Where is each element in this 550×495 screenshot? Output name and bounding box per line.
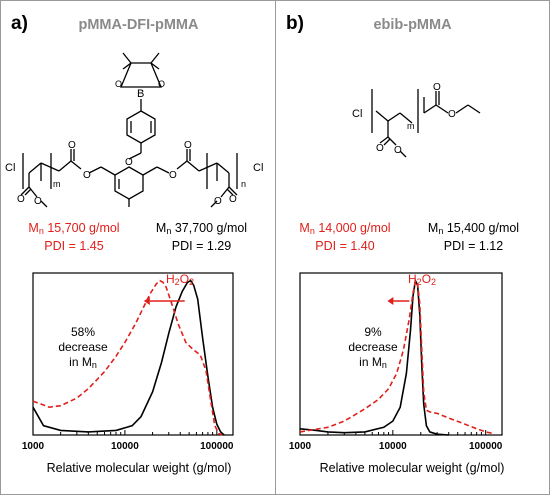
annotation-line: in M [359,355,382,369]
mn-subscript: n [438,226,444,236]
plot-frame [299,272,503,436]
mn-after: Mn 14,000 g/mol PDI = 1.40 [290,221,400,254]
mn-label: M [299,221,310,235]
oxygen-label: O [376,143,384,154]
chlorine-label: Cl [253,162,263,174]
oxygen-label: O [448,109,456,120]
reagent-o: O [421,272,432,286]
oxygen-label: O [34,196,42,207]
mn-after: Mn 15,700 g/mol PDI = 1.45 [19,221,129,254]
pdi-value: PDI = 1.12 [443,239,504,253]
subscript-m: m [53,179,61,189]
panel-title: pMMA-DFI-pMMA [78,17,199,33]
x-tick-label: 100000 [469,441,503,452]
oxygen-label: O [229,194,237,205]
mn-value: 15,700 g/mol [43,221,120,235]
shift-arrow-head [387,297,394,305]
mn-label: M [155,221,167,235]
pdi-value: PDI = 1.45 [44,239,104,253]
annotation-line: decrease [348,340,398,354]
subscript-m: m [407,121,415,131]
x-axis-label: Relative molecular weight (g/mol) [46,461,232,475]
shift-arrow-head [143,297,150,305]
series-line-after [32,279,223,436]
annotation-line: 58% [70,325,96,339]
oxygen-label: O [17,194,25,205]
x-tick-label: 10000 [379,441,407,452]
decrease-annotation: 9% decrease in Mn [338,325,408,373]
mn-subscript: n [38,226,44,236]
reagent-sub: 2 [189,277,195,287]
reagent-sub: 2 [174,277,180,287]
annotation-subscript: n [91,360,97,370]
annotation-line: in M [69,355,92,369]
reagent-sub: 2 [431,277,437,287]
oxygen-label: O [433,82,441,93]
oxygen-label: O [115,79,122,89]
boron-label: B [137,88,144,100]
mn-label: M [427,221,439,235]
chemical-structure: Cl m O O O O [352,82,481,158]
annotation-subscript: n [381,360,387,370]
mn-subscript: n [309,226,315,236]
x-tick-label: 1000 [289,441,312,452]
reagent-h: H [166,272,175,286]
reagent-sub: 2 [416,277,422,287]
series-line-after [299,278,494,435]
chlorine-label: Cl [5,162,15,174]
x-tick-label: 10000 [111,441,139,452]
mn-subscript: n [166,226,172,236]
oxygen-label: O [68,140,76,151]
plot-frame [32,272,234,436]
oxygen-label: O [83,170,91,181]
oxygen-label: O [394,145,402,156]
reagent-label: H2O2 [408,272,436,287]
mn-value: 14,000 g/mol [314,221,391,235]
subscript-n: n [241,179,246,189]
mn-before: Mn 37,700 g/mol PDI = 1.29 [139,221,264,254]
gpc-chart: 1000 10000 100000 [22,272,234,452]
panel-b: b) ebib-pMMA Cl m O O O O [275,0,550,495]
x-tick-label: 100000 [200,441,234,452]
decrease-annotation: 58% decrease in Mn [48,325,118,373]
oxygen-label: O [125,157,133,168]
x-axis-label: Relative molecular weight (g/mol) [319,461,505,475]
mn-before: Mn 15,400 g/mol PDI = 1.12 [411,221,536,254]
series-line-before [32,279,225,436]
chemical-structure: B O O O O O O O O O O O Cl Cl m n [5,52,263,208]
oxygen-label: O [169,170,177,181]
panel-a: a) pMMA-DFI-pMMA [0,0,276,495]
annotation-line: 9% [364,325,382,339]
panel-title: ebib-pMMA [373,17,452,33]
mn-value: 37,700 g/mol [171,221,248,235]
panel-letter: b) [286,13,304,34]
pdi-value: PDI = 1.40 [315,239,375,253]
mn-value: 15,400 g/mol [443,221,520,235]
oxygen-label: O [158,79,165,89]
oxygen-label: O [214,196,222,207]
reagent-h: H [408,272,417,286]
series-line-before [299,278,449,436]
x-tick-label: 1000 [22,441,45,452]
panel-letter: a) [11,13,28,34]
reagent-o: O [179,272,190,286]
pdi-value: PDI = 1.29 [171,239,232,253]
gpc-chart: 1000 10000 100000 [289,272,503,452]
oxygen-label: O [184,140,192,151]
annotation-line: decrease [58,340,108,354]
mn-label: M [28,221,39,235]
chlorine-label: Cl [352,108,362,120]
reagent-label: H2O2 [166,272,194,287]
